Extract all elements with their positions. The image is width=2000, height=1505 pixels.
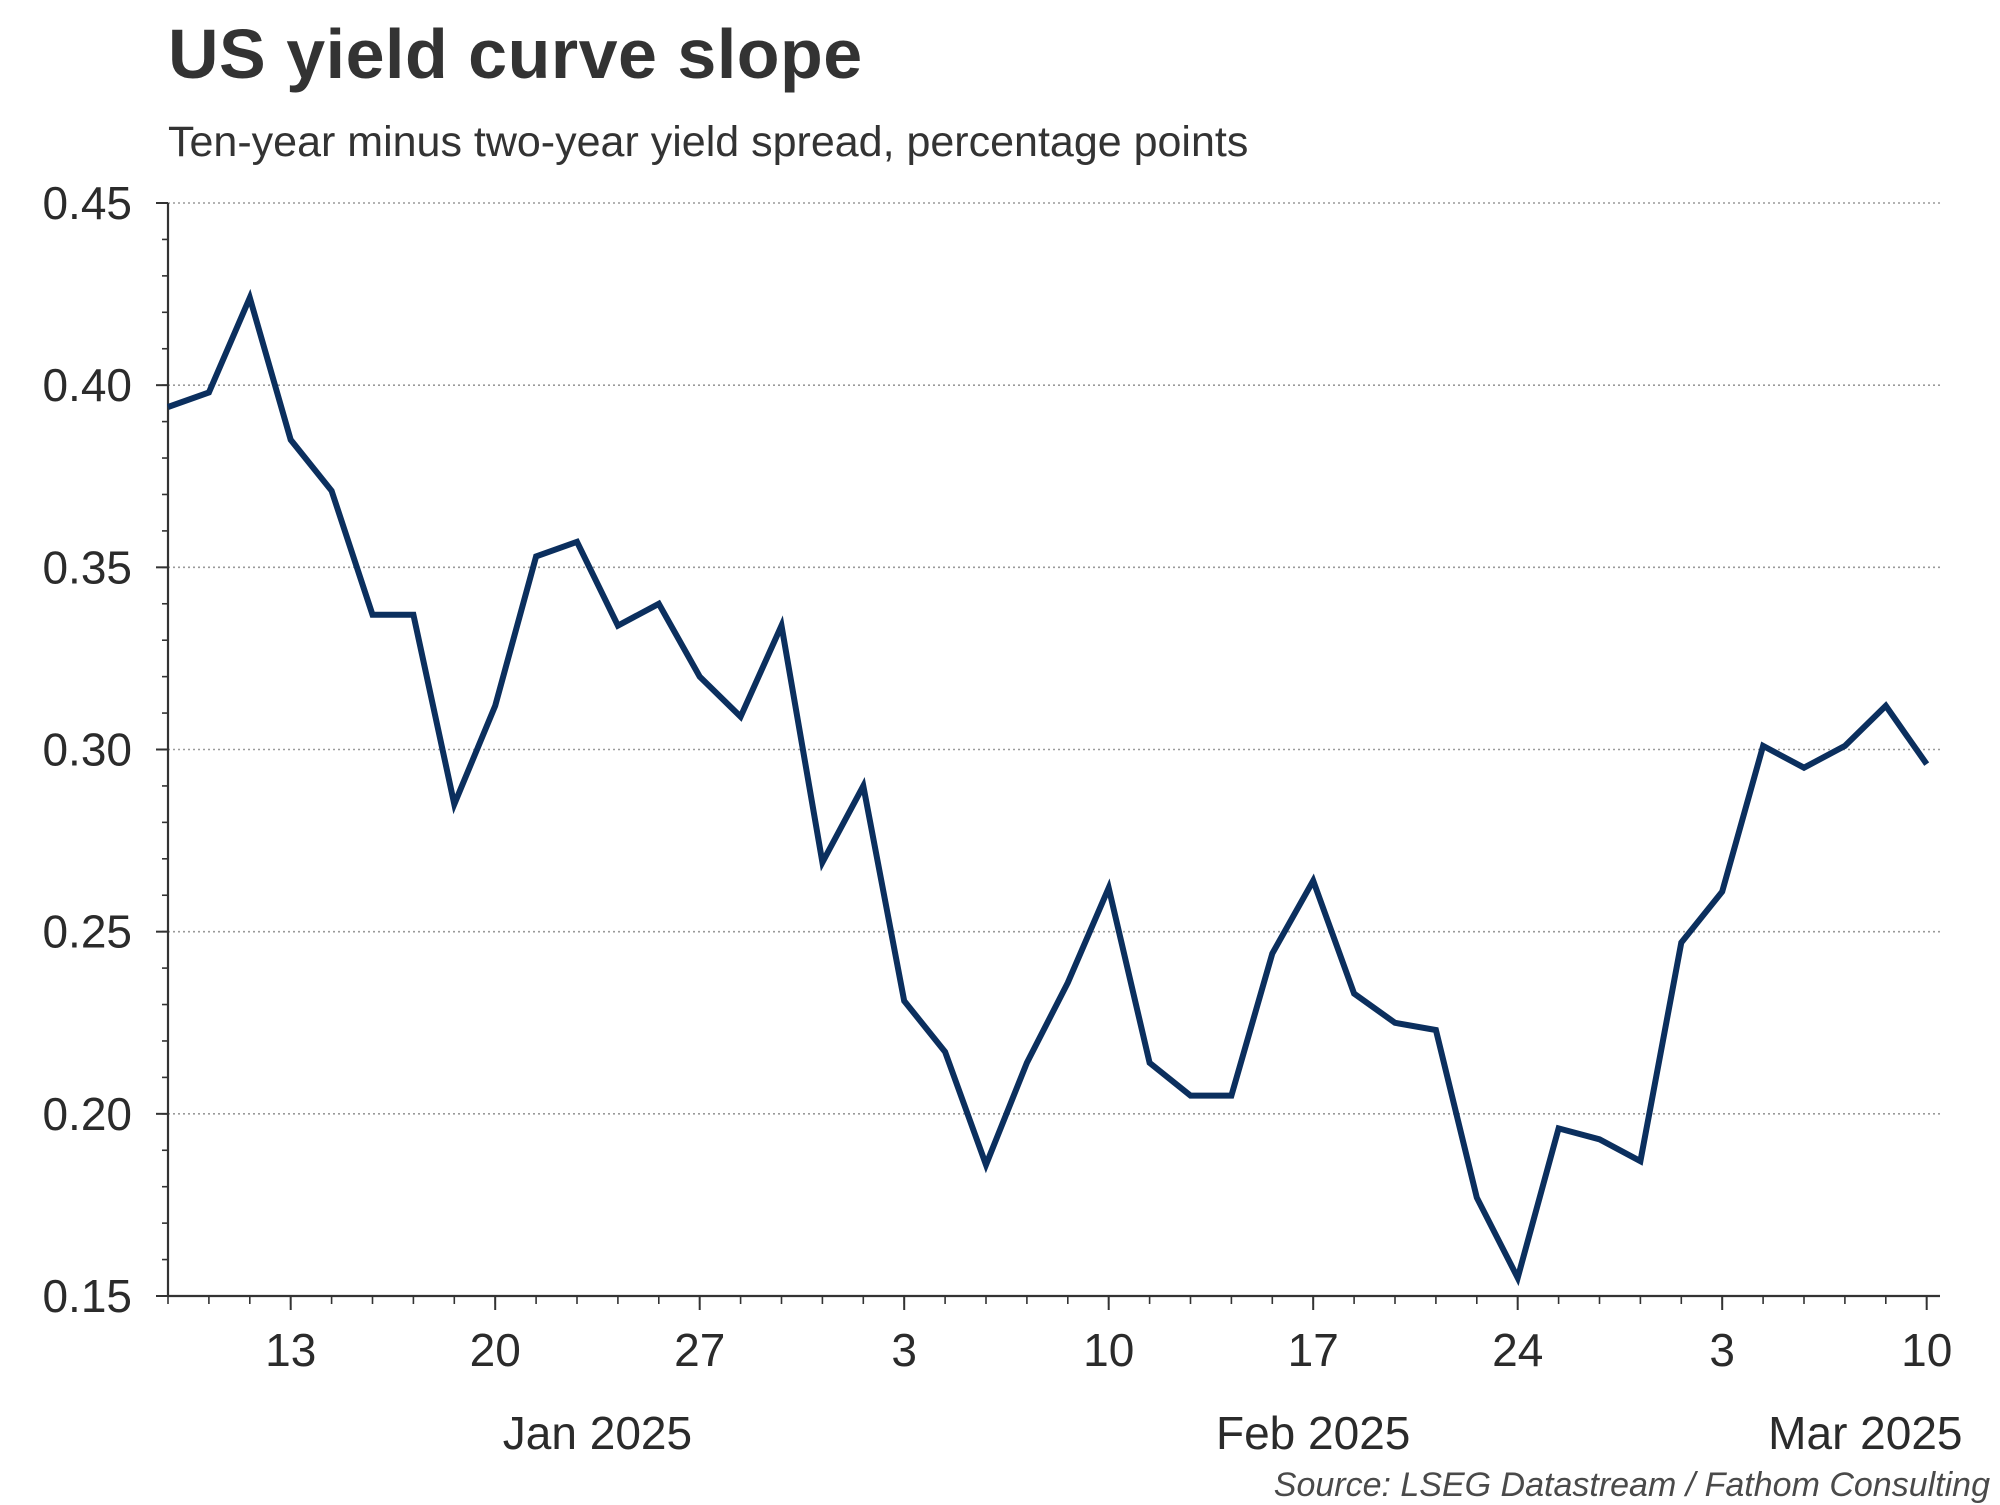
y-tick-label: 0.25 [42, 906, 132, 958]
month-label: Mar 2025 [1768, 1407, 1962, 1459]
x-tick-label: 3 [1709, 1324, 1735, 1376]
y-tick-label: 0.15 [42, 1270, 132, 1322]
y-axis-labels: 0.45 0.40 0.35 0.30 0.25 0.20 0.15 [42, 177, 132, 1322]
x-tick-label: 13 [265, 1324, 316, 1376]
series-line [168, 298, 1927, 1278]
y-tick-label: 0.20 [42, 1088, 132, 1140]
series-layer [168, 298, 1927, 1278]
source-note: Source: LSEG Datastream / Fathom Consult… [1274, 1466, 1990, 1505]
month-labels: Jan 2025 Feb 2025 Mar 2025 [503, 1407, 1963, 1459]
month-label: Jan 2025 [503, 1407, 692, 1459]
y-tick-label: 0.40 [42, 359, 132, 411]
x-tick-label: 24 [1492, 1324, 1543, 1376]
x-tick-label: 10 [1901, 1324, 1952, 1376]
y-tick-label: 0.45 [42, 177, 132, 229]
axes [156, 203, 1940, 1310]
x-tick-label: 27 [674, 1324, 725, 1376]
x-tick-label: 20 [470, 1324, 521, 1376]
x-axis-labels: 13 20 27 3 10 17 24 3 10 [265, 1324, 1952, 1376]
month-label: Feb 2025 [1216, 1407, 1410, 1459]
y-tick-label: 0.30 [42, 724, 132, 776]
x-tick-label: 3 [891, 1324, 917, 1376]
x-tick-label: 10 [1083, 1324, 1134, 1376]
y-tick-label: 0.35 [42, 541, 132, 593]
x-tick-label: 17 [1288, 1324, 1339, 1376]
